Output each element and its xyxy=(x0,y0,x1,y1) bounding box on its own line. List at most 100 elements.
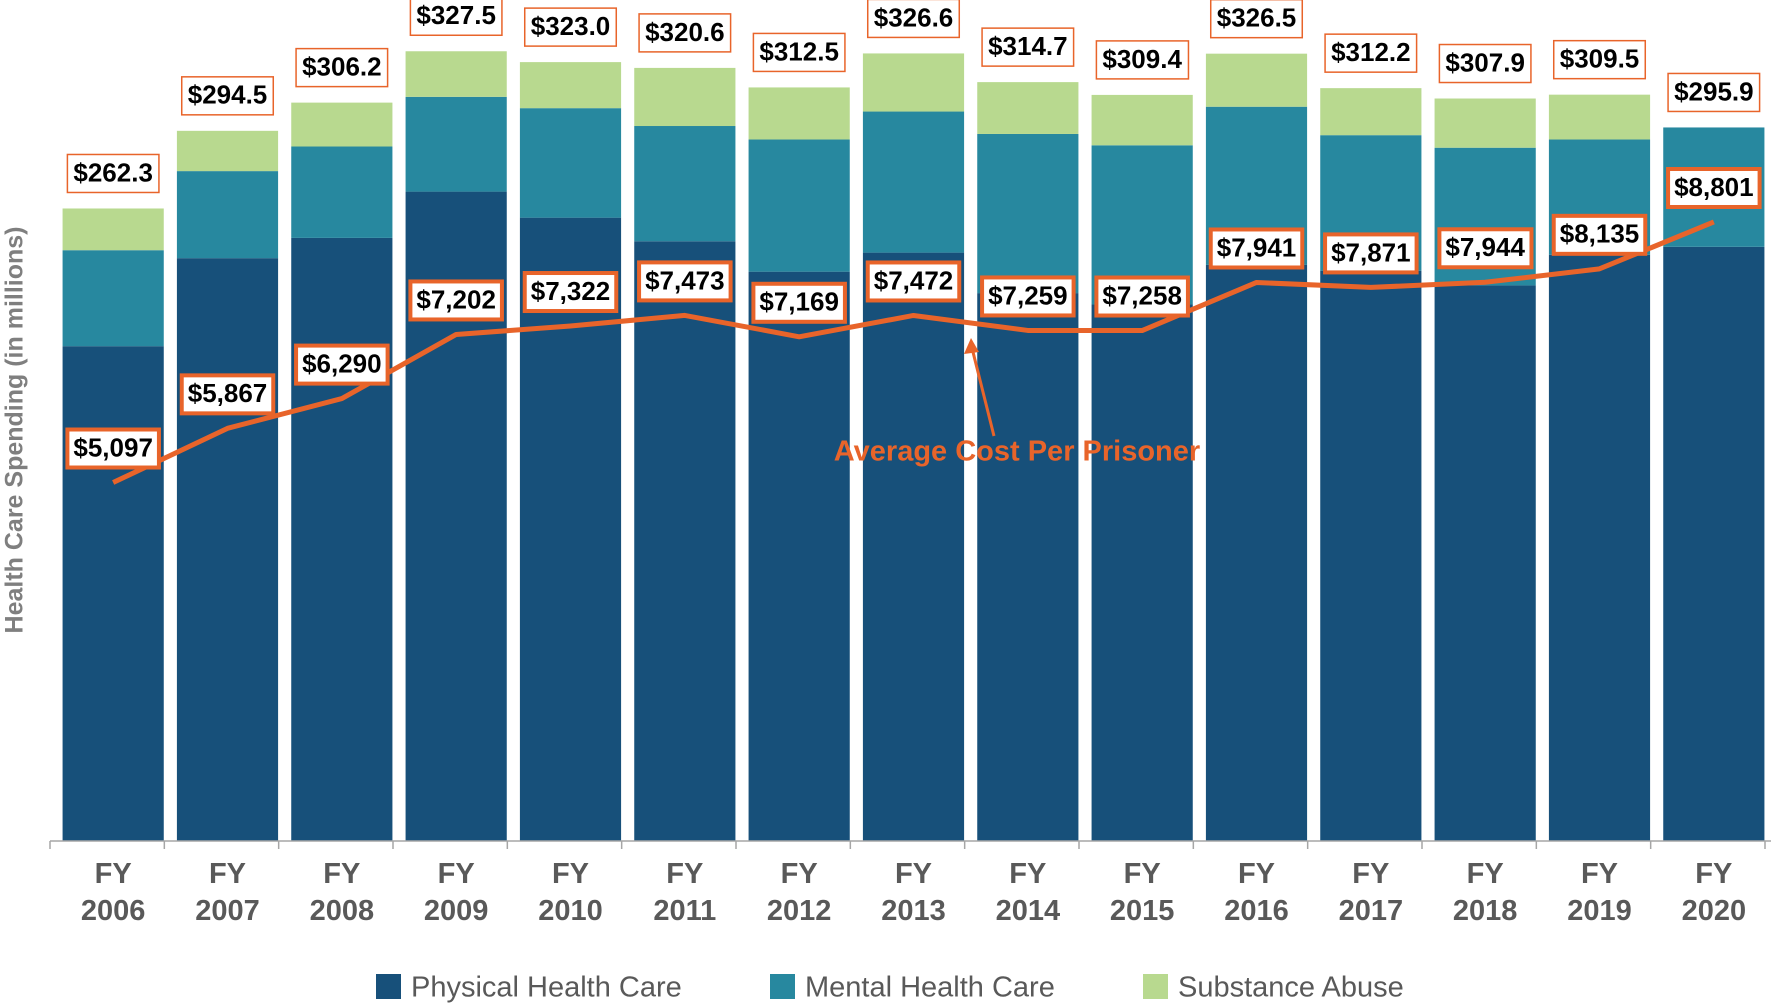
x-tick-label: FY 2012 xyxy=(766,858,832,927)
data-label: $7,258 xyxy=(1102,280,1182,310)
bar-segment xyxy=(176,258,279,841)
data-label: $7,259 xyxy=(988,280,1068,310)
bar-segment xyxy=(176,130,279,172)
data-label: $7,202 xyxy=(416,284,496,314)
bar-segment xyxy=(1548,254,1651,841)
legend-swatch xyxy=(1143,974,1168,999)
bar-segment xyxy=(977,133,1079,294)
bar-segment xyxy=(634,67,736,127)
bar-segment xyxy=(862,111,965,253)
label-box xyxy=(409,0,503,37)
bar-segment xyxy=(1548,94,1651,140)
label-box xyxy=(866,0,961,39)
data-label: $7,472 xyxy=(874,265,954,295)
bar-segment xyxy=(291,237,393,841)
bar-segment xyxy=(62,208,164,251)
x-tick-label: FY 2009 xyxy=(423,858,489,927)
x-tick-label: FY 2010 xyxy=(538,858,603,927)
x-tick-label: FY 2013 xyxy=(881,858,946,927)
label-box xyxy=(408,279,504,322)
bar-segment xyxy=(748,139,850,272)
label-box xyxy=(295,47,389,88)
data-label: $306.2 xyxy=(302,51,382,81)
label-box xyxy=(1095,40,1190,80)
bar-segment xyxy=(977,293,1079,842)
label-box xyxy=(1666,166,1762,209)
bar-segment xyxy=(1205,53,1308,107)
data-label: $327.5 xyxy=(416,0,496,30)
label-box xyxy=(752,32,846,73)
data-label: $8,801 xyxy=(1674,172,1754,202)
data-label: $312.5 xyxy=(759,36,839,66)
bar-segment xyxy=(634,126,736,242)
bar-segment xyxy=(634,241,736,841)
bar-segment xyxy=(62,250,164,347)
legend-label: Physical Health Care xyxy=(411,972,682,1004)
annotation: Average Cost Per Prisoner xyxy=(834,436,1200,468)
y-axis-label: Health Care Spending (in millions) xyxy=(1,227,29,634)
label-box xyxy=(523,7,618,47)
bar-segment xyxy=(1434,98,1536,148)
label-box xyxy=(1324,33,1418,73)
bar-segment xyxy=(1663,246,1765,842)
data-label: $309.4 xyxy=(1102,44,1182,74)
x-tick-label: FY 2007 xyxy=(195,858,260,927)
data-label: $7,944 xyxy=(1445,232,1525,262)
x-tick-label: FY 2020 xyxy=(1681,858,1747,927)
label-box xyxy=(1438,43,1532,84)
bar-segment xyxy=(1320,88,1422,136)
bar-segment xyxy=(1320,270,1422,841)
bar-segment xyxy=(748,87,850,140)
data-label: $7,322 xyxy=(531,276,611,306)
data-label: $8,135 xyxy=(1560,219,1640,249)
label-box xyxy=(638,13,732,53)
legend-label: Mental Health Care xyxy=(805,972,1055,1004)
legend-label: Substance Abuse xyxy=(1178,972,1404,1004)
bar-segment xyxy=(1091,94,1193,146)
bar-segment xyxy=(977,82,1079,134)
data-label: $7,871 xyxy=(1331,237,1411,267)
data-label: $5,097 xyxy=(73,432,153,462)
x-tick-label: FY 2017 xyxy=(1338,858,1404,927)
bar-segment xyxy=(1205,264,1308,841)
data-label: $7,169 xyxy=(759,287,839,317)
bar-segment xyxy=(862,53,965,112)
label-box xyxy=(1551,213,1648,256)
legend-swatch xyxy=(770,974,795,999)
bar-segment xyxy=(862,252,965,841)
data-label: $262.3 xyxy=(73,157,153,187)
data-label: $326.5 xyxy=(1217,3,1297,33)
label-box xyxy=(1094,275,1190,318)
bars xyxy=(49,51,1771,849)
data-label: $326.6 xyxy=(874,2,954,32)
x-tick-label: FY 2011 xyxy=(653,858,717,927)
label-box xyxy=(294,343,390,386)
bar-segment xyxy=(62,346,164,841)
label-box xyxy=(522,271,619,314)
label-box xyxy=(66,153,160,194)
data-label: $309.5 xyxy=(1560,44,1640,74)
bar-segment xyxy=(291,146,393,238)
label-box xyxy=(1667,72,1761,113)
label-box xyxy=(1208,227,1305,270)
data-label: $307.9 xyxy=(1445,47,1525,77)
legend-swatch xyxy=(376,974,401,999)
label-box xyxy=(1437,227,1534,270)
bar-segment xyxy=(291,102,393,147)
x-tick-label: FY 2006 xyxy=(80,858,146,927)
x-tick-label: FY 2015 xyxy=(1109,858,1175,927)
annotation-arrow xyxy=(970,347,996,437)
data-label: $5,867 xyxy=(188,378,268,408)
data-label: $312.2 xyxy=(1331,37,1411,67)
label-box xyxy=(751,281,847,324)
bar-segment xyxy=(405,96,507,192)
data-label: $7,941 xyxy=(1217,232,1297,262)
data-label: $314.7 xyxy=(988,31,1068,61)
label-box xyxy=(179,373,276,416)
label-box xyxy=(1552,39,1647,80)
x-tick-label: FY 2016 xyxy=(1224,858,1289,927)
label-box xyxy=(65,427,161,470)
arrow-head xyxy=(964,338,979,354)
